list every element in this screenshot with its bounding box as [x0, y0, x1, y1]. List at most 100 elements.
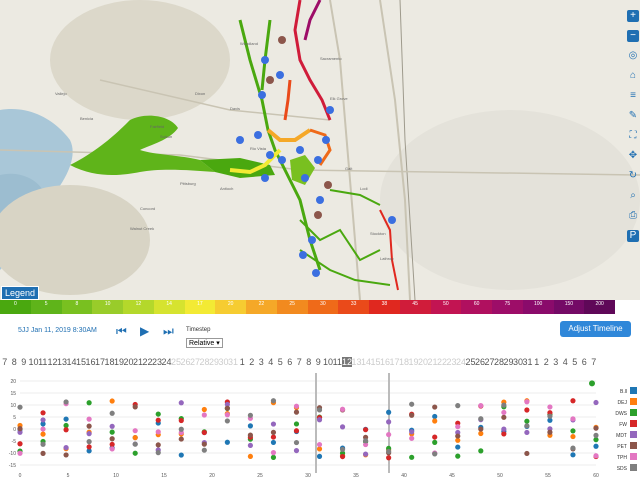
timeline-day[interactable]: 14	[66, 357, 77, 367]
timeline-day[interactable]: 25	[171, 357, 182, 367]
play-icon[interactable]: ▶	[140, 324, 150, 338]
pan-icon[interactable]: ✥	[628, 150, 638, 161]
timeline-day[interactable]: 8	[11, 357, 17, 367]
locate-icon[interactable]: ◎	[628, 50, 638, 61]
zoom-out-icon[interactable]: −	[627, 30, 639, 42]
timeline-day[interactable]: 5	[572, 357, 578, 367]
timeline-day[interactable]: 13	[57, 357, 68, 367]
legend-button[interactable]: Legend	[1, 286, 40, 300]
timeline-day[interactable]: 26	[475, 357, 486, 367]
timeline-day[interactable]: 12	[47, 357, 58, 367]
rotate-icon[interactable]: ↻	[628, 170, 638, 181]
timeline-day[interactable]: 31	[228, 357, 239, 367]
timeline-day[interactable]: 24	[161, 357, 172, 367]
timeline-day[interactable]: 6	[581, 357, 587, 367]
data-point-pet	[593, 425, 599, 431]
timeline-day[interactable]: 25	[465, 357, 476, 367]
timeline-day[interactable]: 1	[239, 357, 245, 367]
timeline-day[interactable]: 12	[342, 357, 353, 367]
print-icon[interactable]: ⎙	[629, 210, 637, 221]
step-forward-icon[interactable]: ⏭	[163, 324, 174, 338]
timeline-day[interactable]: 23	[446, 357, 457, 367]
search-icon[interactable]: ⌕	[630, 190, 636, 201]
step-back-icon[interactable]: ⏮	[116, 324, 127, 338]
timestep-label: Timestep	[186, 327, 211, 333]
timeline-day[interactable]: 19	[408, 357, 419, 367]
timeline-day[interactable]: 30	[513, 357, 524, 367]
timeline-day[interactable]: 15	[370, 357, 381, 367]
timeline-day[interactable]: 20	[123, 357, 134, 367]
timeline-day[interactable]: 18	[399, 357, 410, 367]
timeline-day[interactable]: 29	[503, 357, 514, 367]
data-point-fw	[432, 434, 438, 440]
adjust-timeline-button[interactable]: Adjust Timeline	[560, 321, 631, 337]
parking-icon[interactable]: P	[627, 230, 639, 242]
data-point-dws	[63, 422, 69, 429]
current-datetime: 5JJ Jan 11, 2019 8:30AM	[18, 327, 97, 334]
timeline-day[interactable]: 7	[591, 357, 597, 367]
zoom-in-icon[interactable]: +	[627, 10, 639, 22]
timeline-day[interactable]: 4	[562, 357, 568, 367]
timeline-day[interactable]: 7	[2, 357, 8, 367]
timeline-day[interactable]: 6	[287, 357, 293, 367]
timeline-day[interactable]: 3	[258, 357, 264, 367]
fullscreen-icon[interactable]: ⛶	[629, 130, 637, 141]
timeline-day[interactable]: 9	[21, 357, 27, 367]
timeline-day[interactable]: 10	[323, 357, 334, 367]
timeline-day[interactable]: 4	[268, 357, 274, 367]
timeline-day[interactable]: 20	[418, 357, 429, 367]
data-point-fw	[524, 407, 530, 413]
timeline-day[interactable]: 7	[296, 357, 302, 367]
timeline-day[interactable]: 17	[389, 357, 400, 367]
measure-icon[interactable]: ✎	[628, 110, 638, 121]
timeline-day[interactable]: 14	[361, 357, 372, 367]
timeline-day[interactable]: 30	[218, 357, 229, 367]
timeline-day[interactable]: 29	[209, 357, 220, 367]
timeline-day[interactable]: 27	[484, 357, 495, 367]
timeline-day[interactable]: 28	[199, 357, 210, 367]
timeline-day[interactable]: 21	[427, 357, 438, 367]
color-scale-segment: 17	[184, 300, 216, 314]
timeline-day[interactable]: 21	[133, 357, 144, 367]
timeline-day[interactable]: 11	[38, 357, 48, 367]
timeline-day[interactable]: 19	[114, 357, 125, 367]
timeline-day[interactable]: 15	[76, 357, 87, 367]
timeline-day[interactable]: 1	[534, 357, 540, 367]
timeline-day[interactable]: 27	[190, 357, 201, 367]
timeline-day[interactable]: 22	[142, 357, 153, 367]
timeline-day[interactable]: 3	[553, 357, 559, 367]
timeline-day[interactable]: 23	[152, 357, 163, 367]
timeline-day[interactable]: 16	[85, 357, 96, 367]
color-scale-label: 12	[135, 301, 142, 307]
timestep-select[interactable]: Relative ▾	[186, 338, 223, 348]
timeline-day[interactable]: 31	[522, 357, 533, 367]
data-point-bll	[178, 452, 184, 458]
timeline-day[interactable]: 2	[249, 357, 255, 367]
timeline-day[interactable]: 2	[543, 357, 549, 367]
data-point-tph	[455, 424, 461, 430]
data-point-bll	[247, 423, 253, 429]
timeline-day[interactable]: 26	[180, 357, 191, 367]
timeline-day[interactable]: 22	[437, 357, 448, 367]
data-point-pet	[455, 433, 461, 439]
timeline-day[interactable]: 16	[380, 357, 391, 367]
home-icon[interactable]: ⌂	[629, 70, 637, 81]
color-scale-label: 8	[75, 301, 79, 307]
timeline-day[interactable]: 18	[104, 357, 115, 367]
timeline-day[interactable]: 8	[306, 357, 312, 367]
layers-icon[interactable]: ≡	[630, 90, 636, 101]
color-scale-label: 22	[258, 301, 265, 307]
timeline-day[interactable]: 5	[277, 357, 283, 367]
map-view[interactable]: Fairfield Suisun Dixon Davis Woodland Sa…	[0, 0, 640, 300]
map-toolbar: + − ◎ ⌂ ≡ ✎ ⛶ ✥ ↻ ⌕ ⎙ P	[626, 0, 640, 300]
y-tick-label: 10	[10, 403, 16, 409]
timeline-day[interactable]: 24	[456, 357, 467, 367]
timeline-day[interactable]: 17	[95, 357, 106, 367]
day-timeline[interactable]: 7 8 9 1011121314151617181920212223242526272…	[0, 357, 640, 373]
timeline-day[interactable]: 9	[315, 357, 321, 367]
timeline-day[interactable]: 10	[28, 357, 39, 367]
timeline-day[interactable]: 11	[332, 357, 342, 367]
timeline-day[interactable]: 13	[351, 357, 362, 367]
timeline-day[interactable]: 28	[494, 357, 505, 367]
map-canvas[interactable]: Fairfield Suisun Dixon Davis Woodland Sa…	[0, 0, 640, 300]
